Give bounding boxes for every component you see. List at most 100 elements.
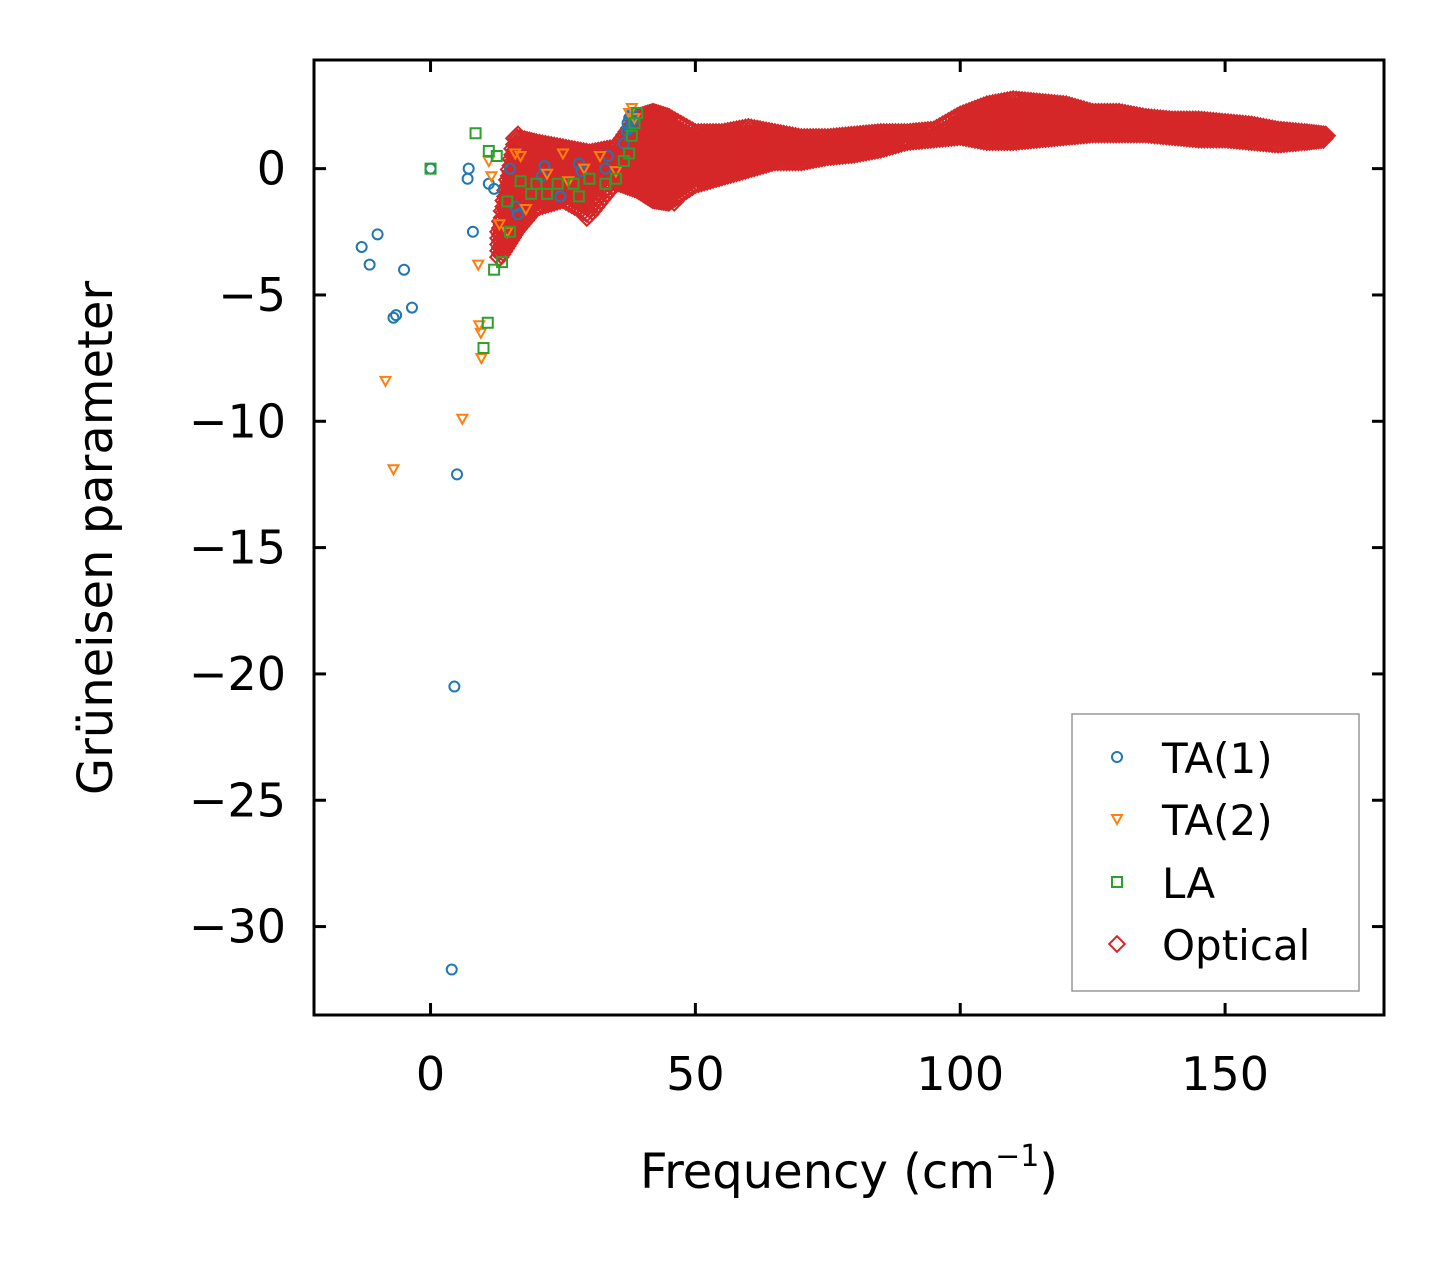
ta-2-point (386, 464, 401, 477)
ta-1-point (363, 258, 376, 271)
y-tick-label: −10 (189, 394, 286, 448)
ta-1-point (572, 157, 585, 170)
ta-1-point (445, 963, 458, 976)
ta-1-point (355, 240, 368, 253)
la-point (481, 316, 494, 329)
ta-2-point (609, 166, 623, 179)
ta-1-point (424, 162, 437, 175)
x-axis-title-main: Frequency (cm (640, 1144, 995, 1200)
optical-point (1315, 125, 1337, 147)
ta-1-point (554, 190, 567, 203)
x-tick-label: 50 (666, 1047, 725, 1101)
ta-2-point (474, 353, 489, 366)
optical-point (1312, 124, 1334, 147)
la-point (609, 172, 622, 185)
optical-point (663, 190, 685, 212)
axis-ticks: 0 50 100 150 0 −5 −10 −15 −20 −25 −30 (189, 60, 1384, 1101)
ta-1-point (462, 162, 475, 175)
la-point (567, 177, 580, 190)
legend-marker-la (1111, 876, 1123, 888)
optical-point (658, 107, 680, 129)
ta-2-point (556, 148, 570, 161)
optical-point (965, 100, 987, 122)
la-point (583, 172, 596, 185)
series-la (424, 107, 644, 355)
optical-point (1018, 92, 1040, 114)
ta-1-point (466, 225, 479, 238)
y-tick-label: −15 (189, 521, 286, 575)
x-tick-label: 100 (916, 1047, 1004, 1101)
ta-2-point (577, 163, 591, 176)
la-point (551, 177, 564, 190)
ta-2-point (513, 151, 528, 164)
y-tick-label: −25 (189, 773, 286, 827)
legend-marker-optical (1107, 934, 1127, 954)
optical-point (748, 120, 770, 142)
la-point (424, 162, 437, 175)
optical-point (563, 188, 585, 210)
optical-point (507, 125, 529, 147)
la-point (488, 263, 501, 276)
la-point (623, 147, 636, 160)
ta-1-point (390, 309, 403, 322)
ta-1-point (461, 172, 474, 185)
la-point (572, 190, 585, 203)
ta-2-point (540, 168, 554, 181)
ta-2-point (455, 413, 470, 426)
legend-label-ta1: TA(1) (1161, 734, 1273, 783)
legend: TA(1) TA(2) LA Optical (1071, 713, 1360, 992)
legend-label-la: LA (1162, 859, 1215, 908)
ta-1-point (503, 162, 516, 175)
legend-marker-ta-1 (1111, 751, 1123, 763)
la-point (496, 256, 509, 269)
y-axis-title: Grüneisen parameter (68, 281, 124, 796)
la-point (631, 107, 644, 120)
ta-1-point (599, 162, 612, 175)
y-tick-label: −5 (218, 268, 286, 322)
legend-label-ta2: TA(2) (1161, 796, 1273, 845)
x-axis-title-close: ) (1039, 1144, 1058, 1200)
series-ta-1 (355, 107, 639, 976)
la-point (490, 150, 503, 163)
optical-point (576, 206, 598, 228)
ta-1-point (451, 468, 464, 481)
ta-2-point (492, 219, 507, 232)
optical-point (584, 185, 606, 207)
ta-1-point (387, 311, 400, 324)
ta-2-point (471, 259, 485, 272)
ta-2-point (474, 327, 488, 340)
ta-2-point (561, 176, 575, 189)
la-point (530, 177, 543, 190)
ta-1-point (538, 160, 551, 173)
ta-1-point (405, 301, 418, 314)
ta-2-point (519, 204, 533, 217)
y-tick-label: −30 (189, 900, 286, 954)
x-tick-label: 150 (1181, 1047, 1269, 1101)
la-point (541, 187, 554, 200)
plot-area (355, 89, 1337, 976)
legend-label-optical: Optical (1162, 921, 1310, 970)
la-point (503, 225, 516, 238)
ta-2-point (593, 151, 607, 164)
legend-markers (1107, 751, 1127, 954)
ta-2-point (378, 375, 393, 388)
series-optical (488, 89, 1337, 268)
ta-1-point (488, 182, 501, 195)
optical-point (531, 145, 553, 167)
la-point (469, 127, 482, 140)
x-axis-title-sup: −1 (995, 1139, 1039, 1174)
y-tick-label: 0 (257, 142, 286, 196)
ta-1-point (448, 680, 461, 693)
series-ta-2 (378, 103, 642, 477)
ta-1-point (398, 263, 411, 276)
x-tick-label: 0 (416, 1047, 445, 1101)
legend-marker-ta-2 (1110, 814, 1124, 827)
x-axis-title: Frequency (cm−1) (640, 1139, 1058, 1200)
la-point (501, 195, 514, 208)
la-point (477, 342, 490, 355)
la-point (514, 175, 527, 188)
la-point (625, 129, 638, 142)
ta-2-point (484, 171, 499, 184)
ta-1-point (371, 228, 384, 241)
